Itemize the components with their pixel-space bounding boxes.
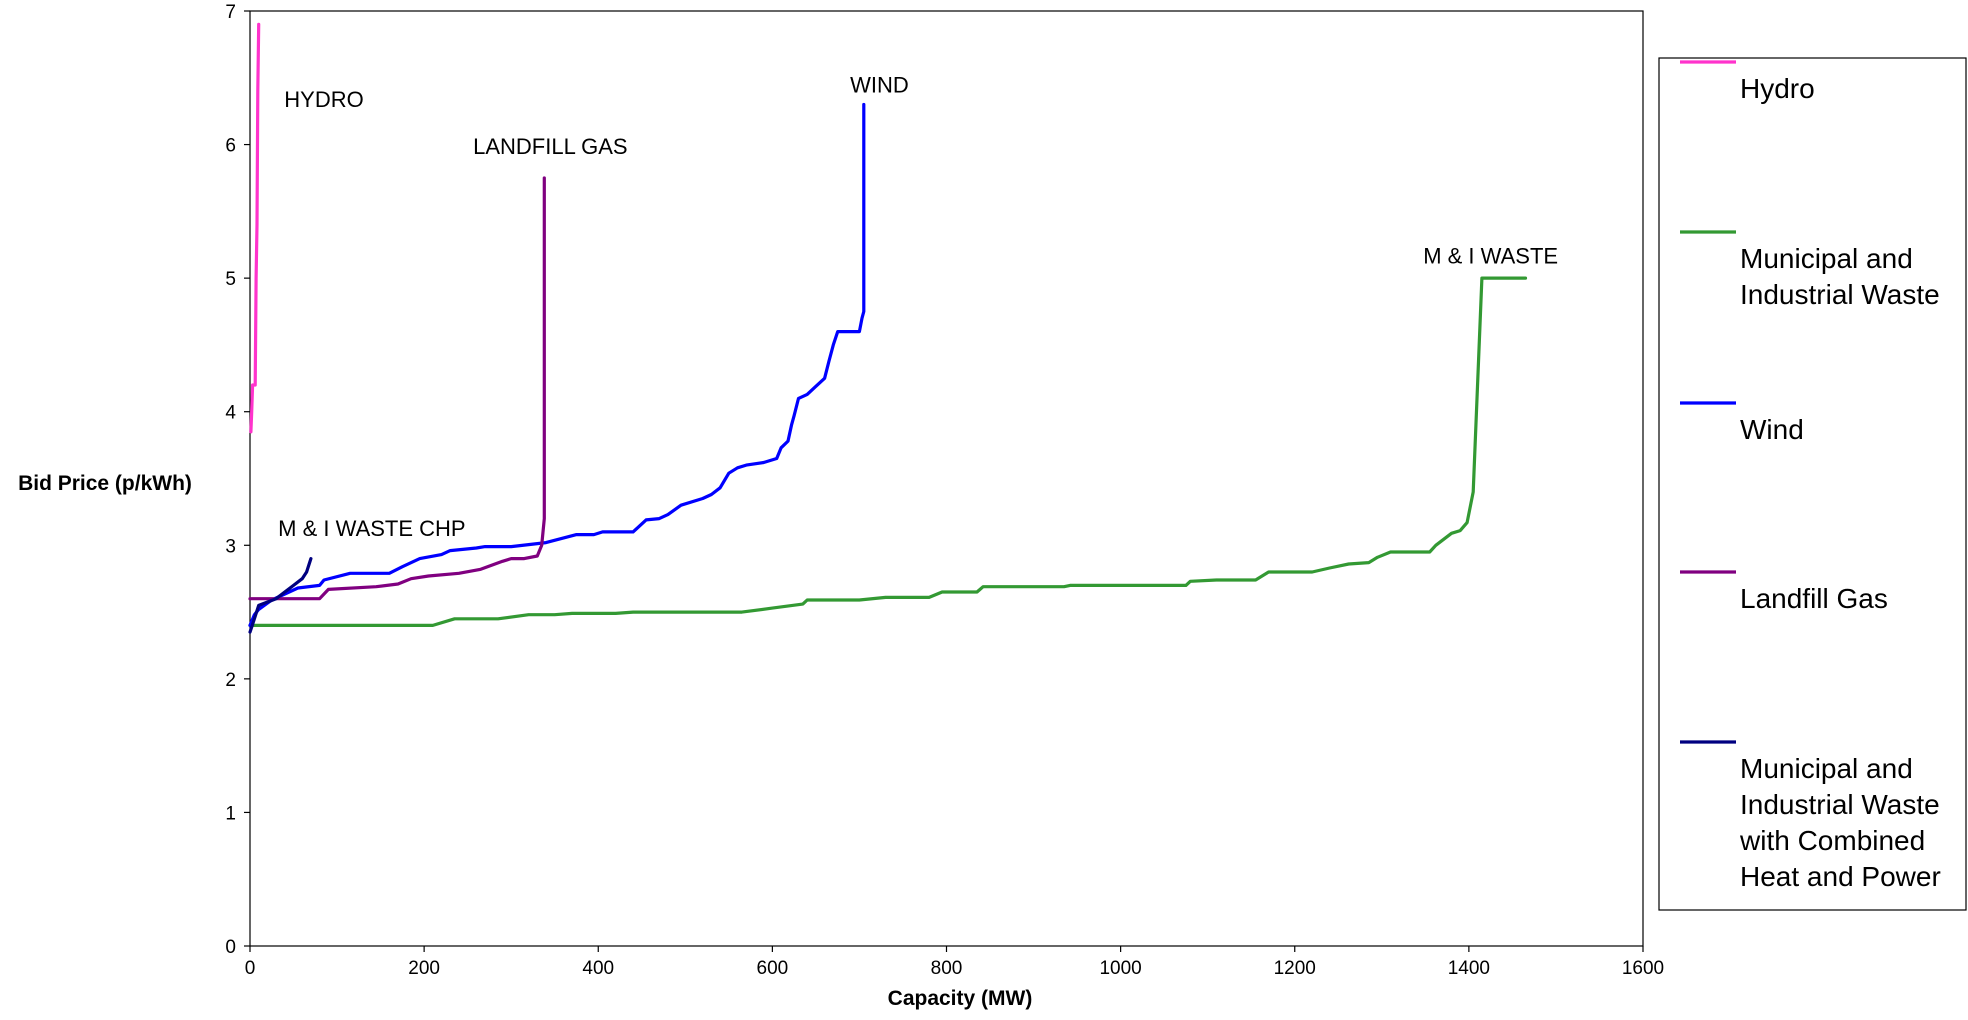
x-tick-label: 600 xyxy=(757,958,789,979)
y-tick-label: 4 xyxy=(225,403,236,424)
legend-label: Municipal and xyxy=(1740,243,1913,274)
y-axis: 0 1 2 3 4 5 6 7 xyxy=(225,2,250,958)
legend-label: Heat and Power xyxy=(1740,861,1941,892)
series-layer xyxy=(248,22,1528,634)
legend: Hydro Municipal and Industrial Waste Wind La… xyxy=(1658,57,1967,911)
legend-label: Industrial Waste xyxy=(1740,789,1940,820)
y-tick-label: 3 xyxy=(225,536,236,557)
y-tick-label: 7 xyxy=(225,2,236,23)
x-axis-title: Capacity (MW) xyxy=(888,987,1033,1010)
x-axis: 0 200 400 600 800 1000 1200 1400 1600 xyxy=(245,946,1664,979)
y-tick-label: 0 xyxy=(225,937,236,958)
legend-box xyxy=(1658,57,1967,911)
x-tick-label: 200 xyxy=(408,958,440,979)
x-tick-label: 800 xyxy=(931,958,963,979)
annotation-layer: HYDRO LANDFILL GAS WIND M & I WASTE M & I WA… xyxy=(278,72,1558,540)
legend-label: Municipal and xyxy=(1740,753,1913,784)
y-tick-label: 1 xyxy=(225,803,236,824)
x-tick-label: 400 xyxy=(582,958,614,979)
series-line-2 xyxy=(248,276,1528,628)
legend-label: Hydro xyxy=(1740,73,1815,104)
y-axis-title: Bid Price (p/kWh) xyxy=(18,472,192,495)
series-annotation: M & I WASTE xyxy=(1423,243,1558,268)
series-annotation: M & I WASTE CHP xyxy=(278,516,465,541)
y-tick-label: 5 xyxy=(225,269,236,290)
legend-label: Wind xyxy=(1740,414,1804,445)
y-tick-label: 6 xyxy=(225,136,236,157)
series-annotation: HYDRO xyxy=(284,87,363,112)
series-line-1 xyxy=(249,22,261,434)
series-line-4 xyxy=(248,176,546,601)
x-tick-label: 1400 xyxy=(1448,958,1490,979)
legend-label: Landfill Gas xyxy=(1740,583,1888,614)
x-tick-label: 1600 xyxy=(1622,958,1664,979)
legend-label: Industrial Waste xyxy=(1740,279,1940,310)
legend-label: with Combined xyxy=(1739,825,1925,856)
series-line-5 xyxy=(248,556,313,634)
series-line-3 xyxy=(248,102,866,628)
series-annotation: WIND xyxy=(850,72,909,97)
y-tick-label: 2 xyxy=(225,670,236,691)
plot-area xyxy=(249,10,1644,947)
series-annotation: LANDFILL GAS xyxy=(473,134,627,159)
x-tick-label: 1000 xyxy=(1099,958,1141,979)
x-tick-label: 0 xyxy=(245,958,256,979)
x-tick-label: 1200 xyxy=(1274,958,1316,979)
